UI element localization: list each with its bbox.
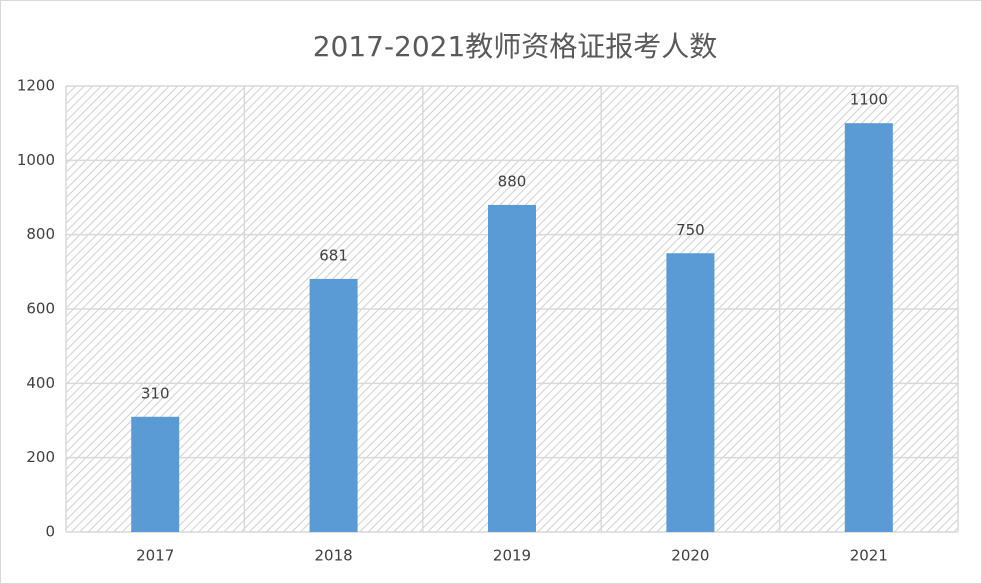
bar xyxy=(309,278,358,532)
data-label: 880 xyxy=(498,172,527,190)
y-tick-label: 1200 xyxy=(17,77,55,95)
data-label: 1100 xyxy=(850,91,888,109)
x-tick-label: 2020 xyxy=(671,547,709,565)
y-tick-label: 600 xyxy=(26,300,55,318)
data-label: 310 xyxy=(141,384,170,402)
y-tick-label: 800 xyxy=(26,225,55,243)
bar xyxy=(131,416,180,532)
x-tick-label: 2021 xyxy=(850,547,888,565)
y-tick-label: 200 xyxy=(26,448,55,466)
y-tick-label: 0 xyxy=(45,523,55,541)
x-tick-label: 2017 xyxy=(136,547,174,565)
y-tick-label: 1000 xyxy=(17,151,55,169)
chart-title: 2017-2021教师资格证报考人数 xyxy=(313,30,718,63)
bar xyxy=(666,253,715,532)
bar xyxy=(844,123,893,533)
x-tick-label: 2019 xyxy=(493,547,531,565)
x-tick-label: 2018 xyxy=(315,547,353,565)
bar xyxy=(488,204,536,532)
data-label: 750 xyxy=(676,221,705,239)
y-tick-label: 400 xyxy=(26,374,55,392)
data-label: 681 xyxy=(319,246,348,264)
